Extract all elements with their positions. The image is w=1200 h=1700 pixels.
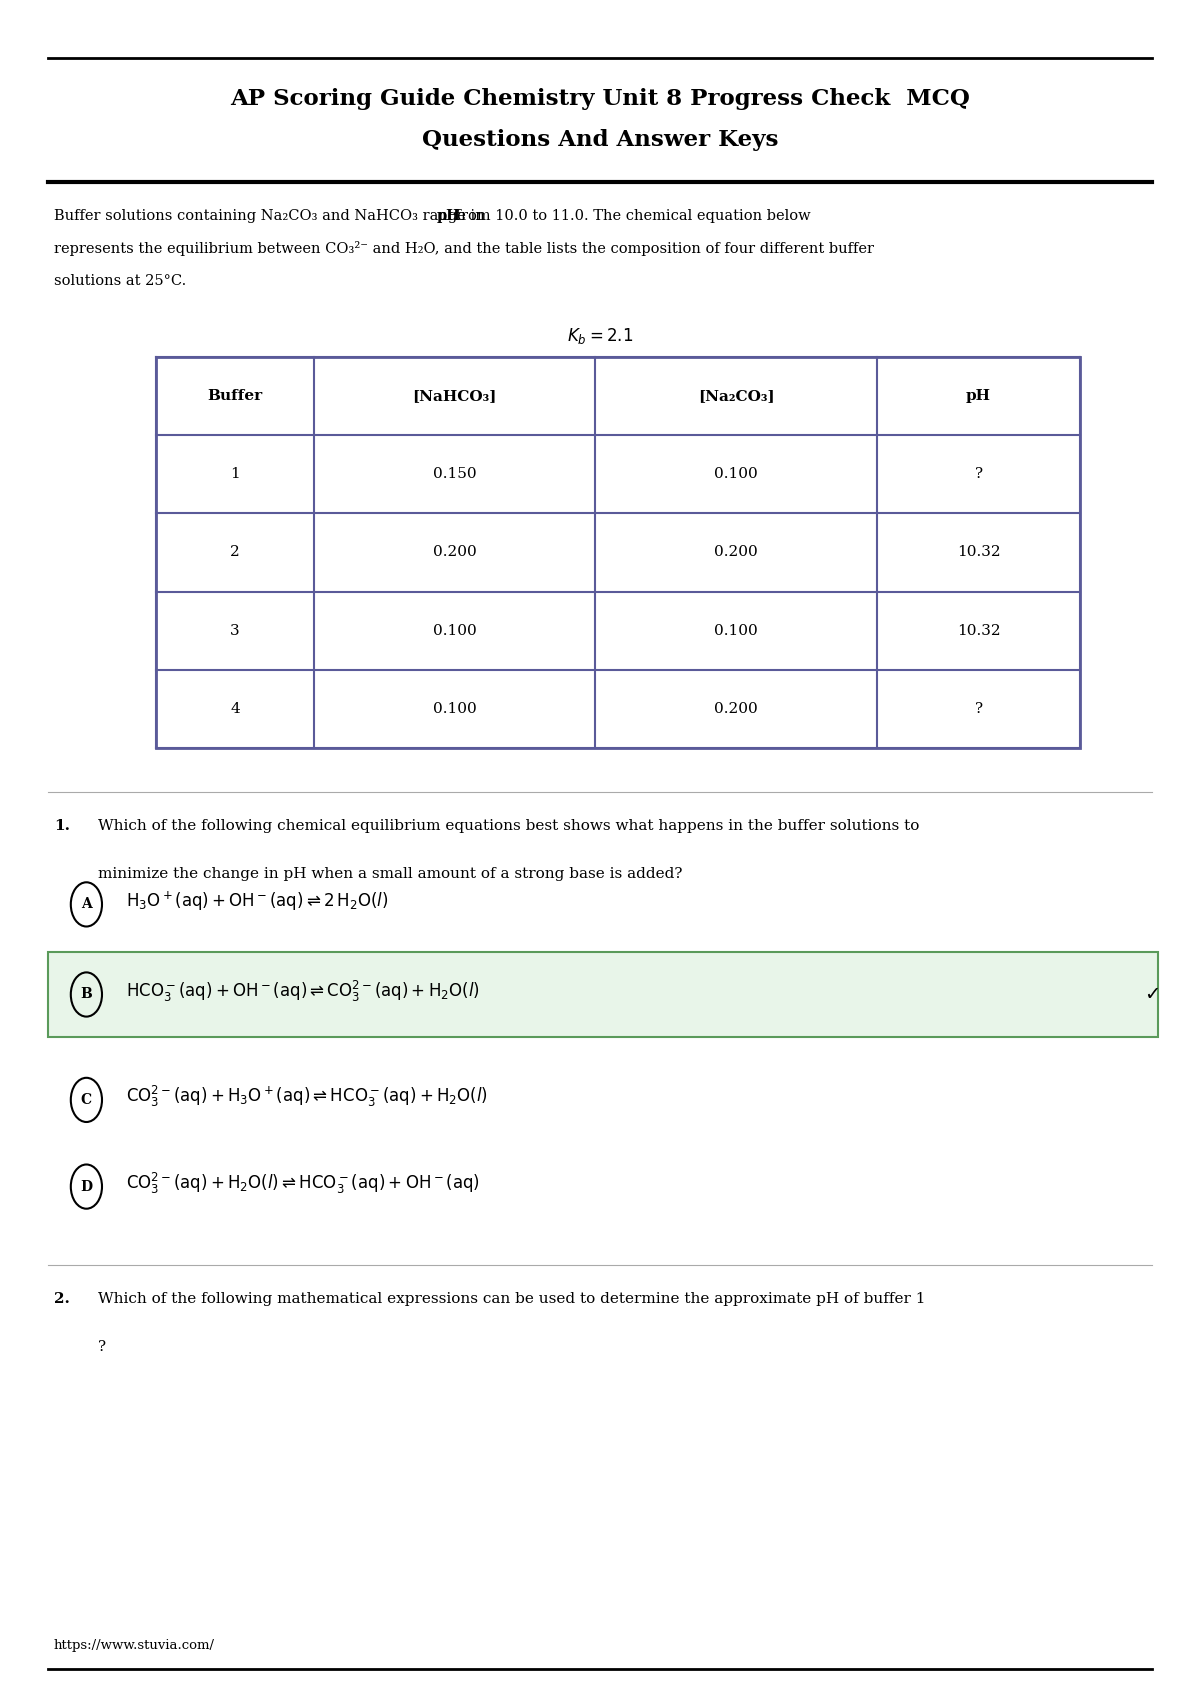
Text: Buffer: Buffer xyxy=(208,389,263,403)
Text: 1.: 1. xyxy=(54,819,70,833)
Text: Questions And Answer Keys: Questions And Answer Keys xyxy=(421,129,779,151)
Text: 0.100: 0.100 xyxy=(714,468,758,481)
Text: $\mathrm{CO_3^{2-}(aq) + H_2O(\mathit{l}) \rightleftharpoons HCO_3^-(aq) + OH^-(: $\mathrm{CO_3^{2-}(aq) + H_2O(\mathit{l}… xyxy=(126,1171,480,1195)
Text: from 10.0 to 11.0. The chemical equation below: from 10.0 to 11.0. The chemical equation… xyxy=(451,209,810,223)
Text: minimize the change in pH when a small amount of a strong base is added?: minimize the change in pH when a small a… xyxy=(98,867,683,881)
Text: Which of the following chemical equilibrium equations best shows what happens in: Which of the following chemical equilibr… xyxy=(98,819,919,833)
Text: 0.200: 0.200 xyxy=(433,546,476,559)
Bar xyxy=(156,357,1080,748)
Text: 2: 2 xyxy=(230,546,240,559)
Text: B: B xyxy=(80,988,92,1001)
Text: Buffer solutions containing Na₂CO₃ and NaHCO₃ range in: Buffer solutions containing Na₂CO₃ and N… xyxy=(54,209,490,223)
Text: 10.32: 10.32 xyxy=(956,546,1001,559)
Text: solutions at 25°C.: solutions at 25°C. xyxy=(54,274,186,287)
Text: 0.100: 0.100 xyxy=(433,702,476,716)
Text: 2.: 2. xyxy=(54,1292,70,1306)
Text: 0.100: 0.100 xyxy=(433,624,476,638)
Text: Which of the following mathematical expressions can be used to determine the app: Which of the following mathematical expr… xyxy=(98,1292,926,1306)
Text: 0.200: 0.200 xyxy=(714,702,758,716)
Text: [NaHCO₃]: [NaHCO₃] xyxy=(413,389,497,403)
Text: ?: ? xyxy=(974,468,983,481)
Text: $\mathrm{HCO_3^-(aq) + OH^-(aq) \rightleftharpoons CO_3^{2-}(aq) + H_2O(\mathit{: $\mathrm{HCO_3^-(aq) + OH^-(aq) \rightle… xyxy=(126,979,480,1003)
Text: $\mathrm{CO_3^{2-}(aq) + H_3O^+(aq) \rightleftharpoons HCO_3^-(aq) + H_2O(\mathi: $\mathrm{CO_3^{2-}(aq) + H_3O^+(aq) \rig… xyxy=(126,1085,488,1108)
Text: 0.100: 0.100 xyxy=(714,624,758,638)
Text: pH: pH xyxy=(437,209,461,223)
Text: ✓: ✓ xyxy=(1144,984,1160,1005)
Text: 4: 4 xyxy=(230,702,240,716)
Text: 10.32: 10.32 xyxy=(956,624,1001,638)
Text: $\mathrm{H_3O^+(aq) + OH^-(aq) \rightleftharpoons 2\,H_2O(\mathit{l})}$: $\mathrm{H_3O^+(aq) + OH^-(aq) \rightlef… xyxy=(126,889,389,913)
Text: 1: 1 xyxy=(230,468,240,481)
Text: $K_b = 2.1$: $K_b = 2.1$ xyxy=(566,326,634,347)
Text: represents the equilibrium between CO₃²⁻ and H₂O, and the table lists the compos: represents the equilibrium between CO₃²⁻… xyxy=(54,241,874,257)
Text: A: A xyxy=(82,898,91,911)
Text: https://www.stuvia.com/: https://www.stuvia.com/ xyxy=(54,1639,215,1652)
FancyBboxPatch shape xyxy=(48,952,1158,1037)
Text: [Na₂CO₃]: [Na₂CO₃] xyxy=(698,389,775,403)
Text: AP Scoring Guide Chemistry Unit 8 Progress Check  MCQ: AP Scoring Guide Chemistry Unit 8 Progre… xyxy=(230,88,970,110)
Text: pH: pH xyxy=(966,389,991,403)
Text: 0.200: 0.200 xyxy=(714,546,758,559)
Text: D: D xyxy=(80,1180,92,1193)
Text: C: C xyxy=(80,1093,92,1107)
Text: 3: 3 xyxy=(230,624,240,638)
Text: ?: ? xyxy=(98,1340,107,1353)
Text: 0.150: 0.150 xyxy=(433,468,476,481)
Text: ?: ? xyxy=(974,702,983,716)
